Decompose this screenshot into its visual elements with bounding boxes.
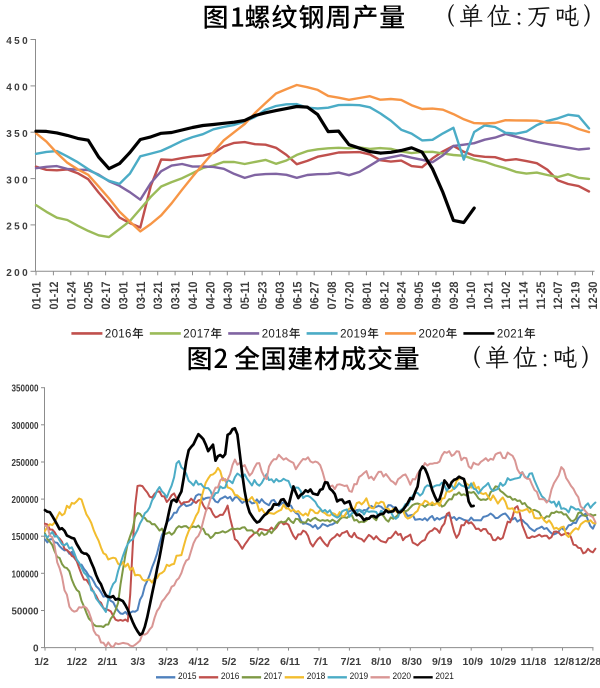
- svg-text:2019: 2019: [340, 328, 367, 340]
- svg-text:10-10: 10-10: [466, 282, 478, 310]
- svg-text:2017: 2017: [183, 328, 210, 340]
- svg-text:10-21: 10-21: [484, 281, 496, 310]
- svg-text:6/11: 6/11: [280, 656, 300, 668]
- svg-text:3/23: 3/23: [158, 656, 179, 668]
- svg-text:09-28: 09-28: [449, 281, 461, 310]
- svg-text:12/28: 12/28: [575, 656, 600, 668]
- svg-text:2016: 2016: [221, 671, 240, 682]
- svg-text:11-02: 11-02: [501, 282, 513, 310]
- svg-text:04-10: 04-10: [188, 282, 200, 310]
- svg-text:06-27: 06-27: [310, 282, 322, 310]
- svg-text:08-01: 08-01: [362, 281, 374, 310]
- svg-text:2021: 2021: [435, 671, 454, 682]
- svg-text:7/1: 7/1: [313, 656, 328, 668]
- svg-text:12-30: 12-30: [588, 282, 600, 310]
- svg-text:8/10: 8/10: [371, 656, 392, 668]
- svg-text:11-14: 11-14: [518, 281, 530, 310]
- svg-text:300000: 300000: [12, 421, 39, 432]
- svg-text:04-20: 04-20: [205, 282, 217, 310]
- svg-text:04-30: 04-30: [223, 282, 235, 310]
- svg-text:2015: 2015: [178, 671, 197, 682]
- svg-text:09-05: 09-05: [414, 281, 426, 310]
- svg-text:03-01: 03-01: [119, 281, 131, 310]
- svg-text:06-15: 06-15: [292, 281, 304, 310]
- svg-text:250000: 250000: [12, 458, 39, 469]
- svg-text:02-05: 02-05: [84, 281, 96, 310]
- svg-text:11-25: 11-25: [536, 281, 548, 310]
- svg-text:50000: 50000: [12, 607, 39, 618]
- svg-text:4/12: 4/12: [188, 656, 209, 668]
- svg-text:1/22: 1/22: [67, 656, 88, 668]
- svg-text:03-21: 03-21: [153, 281, 165, 310]
- svg-text:350: 350: [6, 129, 28, 140]
- svg-text:05-11: 05-11: [240, 281, 252, 310]
- svg-text:2018: 2018: [262, 328, 289, 340]
- svg-text:07-08: 07-08: [327, 281, 339, 310]
- svg-text:400: 400: [6, 83, 28, 94]
- svg-text:12/8: 12/8: [554, 656, 575, 668]
- svg-text:05-23: 05-23: [258, 282, 270, 310]
- svg-text:03-31: 03-31: [171, 281, 183, 310]
- svg-text:3/3: 3/3: [130, 656, 145, 668]
- svg-text:300: 300: [6, 175, 28, 186]
- svg-text:01-01: 01-01: [32, 281, 44, 310]
- svg-text:03-11: 03-11: [136, 281, 148, 310]
- svg-text:150000: 150000: [12, 532, 39, 543]
- svg-text:200000: 200000: [12, 495, 39, 506]
- svg-text:02-17: 02-17: [101, 282, 113, 310]
- svg-text:350000: 350000: [12, 384, 39, 395]
- svg-text:250: 250: [6, 222, 28, 233]
- svg-text:2017: 2017: [264, 671, 283, 682]
- svg-text:5/22: 5/22: [249, 656, 270, 668]
- svg-text:10/9: 10/9: [462, 656, 483, 668]
- svg-text:01-12: 01-12: [49, 282, 61, 310]
- svg-text:2018: 2018: [307, 671, 326, 682]
- svg-text:2019: 2019: [350, 671, 369, 682]
- svg-text:100000: 100000: [12, 569, 39, 580]
- svg-text:2016: 2016: [105, 328, 132, 340]
- svg-text:0: 0: [33, 644, 39, 655]
- svg-text:450: 450: [6, 36, 28, 47]
- svg-text:07-20: 07-20: [345, 282, 357, 310]
- svg-text:11/18: 11/18: [521, 656, 547, 668]
- svg-text:08-12: 08-12: [379, 282, 391, 310]
- svg-text:01-24: 01-24: [66, 281, 78, 310]
- svg-text:2/11: 2/11: [97, 656, 117, 668]
- svg-text:12-19: 12-19: [571, 282, 583, 310]
- svg-text:2021: 2021: [497, 328, 524, 340]
- svg-text:06-03: 06-03: [275, 282, 287, 310]
- svg-text:200: 200: [6, 268, 28, 279]
- svg-text:2020: 2020: [393, 671, 412, 682]
- svg-text:8/30: 8/30: [402, 656, 423, 668]
- svg-text:09-16: 09-16: [432, 282, 444, 310]
- svg-text:2020: 2020: [419, 328, 446, 340]
- svg-text:1/2: 1/2: [34, 656, 49, 668]
- svg-text:08-24: 08-24: [397, 281, 409, 310]
- svg-text:12-07: 12-07: [553, 282, 565, 310]
- svg-text:5/2: 5/2: [222, 656, 237, 668]
- svg-text:7/21: 7/21: [341, 656, 362, 668]
- svg-text:9/19: 9/19: [432, 656, 453, 668]
- svg-text:10/29: 10/29: [490, 656, 516, 668]
